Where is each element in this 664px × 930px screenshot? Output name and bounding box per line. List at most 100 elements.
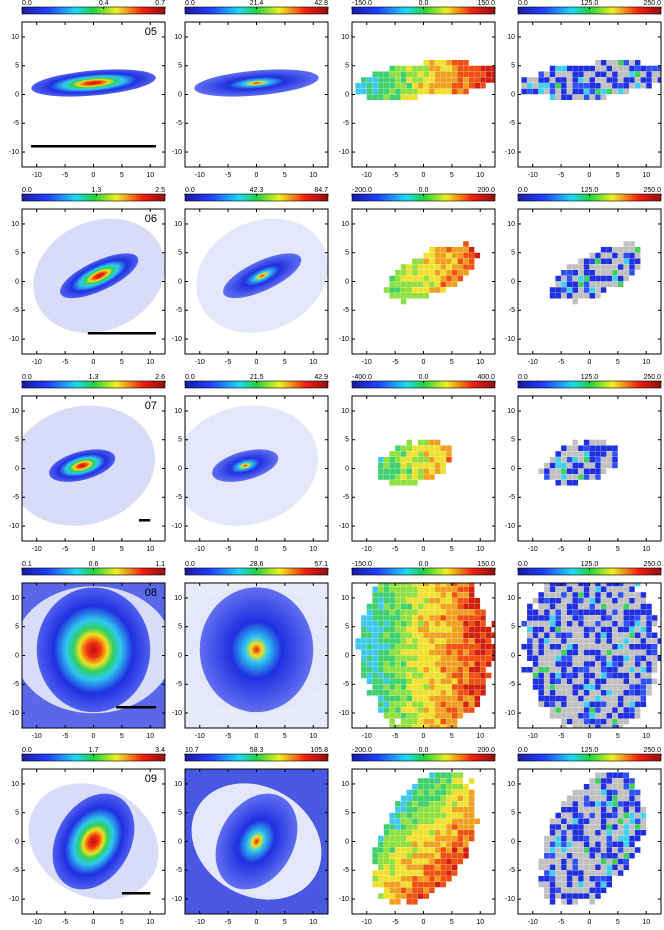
map-pixel (646, 626, 652, 633)
map-pixel (440, 701, 447, 708)
map-pixel (389, 690, 395, 696)
map-pixel (468, 77, 475, 83)
map-pixel (434, 870, 441, 876)
map-pixel (446, 684, 452, 690)
colorbar-label: 125.0 (581, 747, 599, 754)
map-pixel (378, 77, 384, 83)
map-pixel (417, 258, 424, 264)
map-pixel (623, 835, 630, 842)
map-pixel (457, 626, 464, 633)
map-pixel (451, 615, 458, 621)
x-tick-label: 0 (92, 546, 96, 553)
map-pixel (440, 71, 447, 77)
map-pixel (457, 252, 464, 259)
map-pixel (617, 661, 624, 667)
map-pixel (474, 71, 481, 77)
map-pixel (544, 77, 550, 83)
map (194, 69, 319, 97)
map-pixel (589, 592, 596, 598)
map-pixel (566, 713, 573, 719)
map-pixel (417, 638, 424, 644)
map-pixel (491, 65, 495, 72)
map-pixel (417, 695, 424, 702)
y-tick-label: -5 (13, 120, 19, 127)
map-pixel (383, 695, 390, 702)
map-pixel (378, 881, 384, 888)
map-pixel (623, 806, 630, 813)
map-pixel (412, 462, 418, 469)
map-pixel (606, 701, 613, 708)
map-pixel (578, 881, 584, 888)
map-pixel (412, 899, 418, 905)
map-pixel (485, 649, 492, 656)
map-pixel (440, 801, 447, 807)
map-pixel (429, 456, 435, 463)
map-pixel (646, 71, 652, 77)
map-pixel (355, 643, 361, 650)
map-pixel (566, 678, 573, 685)
map (196, 218, 328, 333)
map-pixel (595, 468, 601, 475)
map-pixel (544, 858, 550, 865)
map-pixel (617, 718, 624, 725)
map-pixel (629, 783, 635, 790)
map-pixel (600, 439, 607, 446)
map-pixel (600, 281, 607, 288)
map-pixel (434, 707, 441, 713)
map-pixel (480, 667, 486, 673)
map-pixel (532, 597, 539, 604)
map-pixel (583, 858, 590, 865)
map-pixel (657, 77, 661, 83)
map-pixel (629, 818, 635, 824)
map-pixel (417, 864, 424, 871)
map-pixel (423, 684, 430, 690)
map-pixel (589, 818, 596, 824)
map-pixel (429, 649, 435, 656)
map-pixel (383, 94, 390, 101)
map-pixel (606, 620, 613, 627)
map (383, 241, 481, 305)
map-pixel (406, 864, 412, 871)
map-pixel (434, 812, 441, 819)
colorbar-label: 1.3 (91, 187, 101, 194)
map-pixel (549, 468, 556, 475)
map-pixel (583, 655, 590, 662)
colorbar-label: 42.3 (250, 187, 264, 194)
map-pixel (457, 812, 464, 819)
map-pixel (423, 701, 430, 708)
map-pixel (629, 252, 635, 259)
map-pixel (480, 626, 486, 633)
map-pixel (417, 655, 424, 662)
map-pixel (623, 853, 630, 859)
map-pixel (612, 649, 618, 656)
map-pixel (378, 870, 384, 876)
map-pixel (389, 835, 395, 842)
y-tick-label: -5 (13, 681, 19, 688)
map-pixel (468, 643, 475, 650)
map-pixel (640, 661, 647, 667)
map-pixel (578, 287, 584, 293)
map-pixel (617, 818, 624, 824)
map-pixel (429, 701, 435, 708)
map-pixel (463, 626, 469, 633)
y-tick-label: -10 (339, 523, 349, 530)
map-pixel (646, 615, 652, 621)
map-pixel (389, 609, 395, 615)
map-pixel (623, 603, 630, 610)
map-pixel (451, 620, 458, 627)
map-pixel (451, 778, 458, 784)
map-pixel (474, 77, 481, 83)
map-pixel (463, 678, 469, 685)
map-pixel (440, 695, 447, 702)
map-pixel (400, 684, 407, 690)
map-pixel (412, 626, 418, 633)
map-pixel (600, 783, 607, 790)
map-pixel (578, 713, 584, 719)
map-pixel (595, 59, 601, 66)
map-pixel (468, 678, 475, 685)
map-pixel (612, 88, 618, 95)
map-pixel (612, 684, 618, 690)
map-pixel (440, 603, 447, 610)
map-pixel (589, 643, 596, 650)
map-pixel (434, 246, 441, 253)
